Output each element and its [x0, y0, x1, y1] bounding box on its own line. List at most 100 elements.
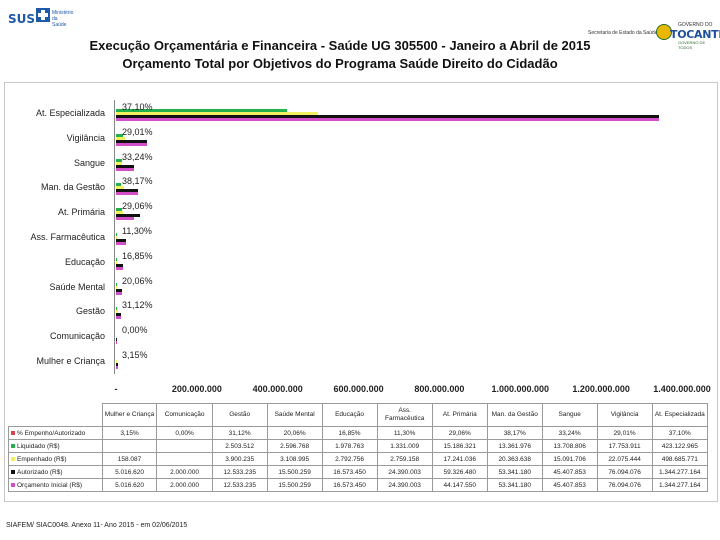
table-corner	[9, 404, 103, 427]
x-tick-label: 1.200.000.000	[572, 384, 630, 394]
table-column-header: Educação	[321, 403, 378, 427]
bar-inicial	[116, 118, 660, 121]
category-label: Sangue	[73, 157, 105, 168]
bar-inicial	[116, 341, 117, 345]
legend-label: Empenhado (R$)	[17, 455, 67, 463]
bar-inicial	[116, 167, 135, 171]
bar-liquidado	[116, 208, 123, 212]
bar-inicial	[116, 291, 123, 295]
bar-empenhado	[116, 310, 118, 314]
table-cell: 423.122.965	[651, 439, 709, 453]
table-cell: 1.344.277.164	[651, 465, 709, 479]
table-cell: 15.186.321	[431, 439, 488, 453]
table-cell	[101, 439, 158, 453]
table-row: Liquidado (R$) 2.503.512 2.596.768 1.978.76…	[8, 439, 709, 453]
table-row: % Empenho/Autorizado 3,15% 0,00% 31,12% 20,0…	[8, 426, 709, 440]
table-cell: 2.792.756	[321, 452, 378, 466]
bar-autorizado	[116, 239, 126, 242]
x-tick-label: 400.000.000	[252, 384, 303, 394]
table-cell: 24.390.003	[376, 465, 433, 479]
table-cell: 0,00%	[156, 426, 213, 440]
tocantins-gov-label: GOVERNO DO	[678, 22, 713, 28]
category-label: Gestão	[75, 306, 105, 317]
percent-label: 37,10%	[122, 102, 153, 112]
table-cell: 76.094.076	[596, 465, 653, 479]
table-cell	[156, 452, 213, 466]
table-cell: 2.596.768	[266, 439, 323, 453]
table-cell: 29,06%	[431, 426, 488, 440]
table-cell: 12.533.235	[211, 465, 268, 479]
percent-label: 11,30%	[122, 226, 152, 236]
table-cell: 17.241.036	[431, 452, 488, 466]
table-column-header: Saúde Mental	[266, 403, 323, 427]
table-column-header: Sangue	[541, 403, 598, 427]
category-label: Mulher e Criança	[36, 356, 105, 366]
category-label: At. Especializada	[35, 108, 105, 118]
table-cell: 15.500.259	[266, 465, 323, 479]
tocantins-sub-label: GOVERNO DE TODOS	[678, 40, 706, 50]
bar-empenhado	[116, 186, 125, 190]
bar-liquidado	[116, 257, 117, 261]
table-column-header: Gestão	[211, 403, 268, 427]
table-cell: 44.147.550	[431, 478, 488, 492]
table-row-header: Autorizado (R$)	[8, 465, 103, 479]
percent-label: 16,85%	[122, 250, 153, 261]
percent-label: 29,06%	[122, 201, 153, 212]
table-cell: 498.685.771	[651, 452, 709, 466]
table-header-row: Mulher e Criança Comunicação Gestão Saúde M…	[9, 403, 709, 427]
secretaria-label: Secretaria de Estado da Saúde	[588, 30, 658, 36]
legend-swatch	[11, 430, 15, 435]
sus-logo: SUS Ministério da Saúde	[4, 4, 73, 28]
bar-empenhado	[116, 285, 118, 289]
bar-autorizado	[116, 115, 660, 118]
table-cell: 2.759.158	[376, 452, 433, 466]
percent-label: 0,00%	[122, 325, 148, 336]
table-cell: 33,24%	[541, 426, 598, 440]
chart-title: Orçamento Total por Objetivos do Program…	[122, 56, 558, 71]
table-cell: 16.573.450	[321, 465, 378, 479]
legend-swatch	[11, 469, 15, 474]
legend-swatch	[11, 443, 15, 448]
table-cell: 13.708.806	[541, 439, 598, 453]
bar-autorizado	[116, 263, 123, 267]
table-column-header: Ass. Farmacêutica	[376, 403, 433, 427]
bar-empenhado	[116, 161, 123, 165]
table-cell: 1.978.763	[321, 439, 378, 453]
sus-sub-label: Ministério da Saúde	[52, 10, 74, 28]
table-cell: 53.341.180	[486, 465, 543, 479]
table-cell: 38,17%	[486, 426, 543, 440]
percent-label: 31,12%	[122, 300, 153, 311]
table-row-header: % Empenho/Autorizado	[8, 426, 103, 440]
data-table: Mulher e Criança Comunicação Gestão Saúde M…	[8, 403, 709, 492]
category-label: Vigilância	[66, 132, 105, 143]
bar-empenhado	[116, 236, 118, 239]
bar-liquidado	[116, 233, 117, 236]
table-row-header: Orçamento Inicial (R$)	[8, 478, 103, 492]
bar-inicial	[116, 217, 134, 221]
table-row: Orçamento Inicial (R$) 5.016.620 2.000.000…	[8, 478, 709, 492]
table-cell: 45.407.853	[541, 478, 598, 492]
bar-autorizado	[116, 164, 135, 168]
category-label: Man. da Gestão	[40, 182, 105, 193]
legend-label: Orçamento Inicial (R$)	[17, 481, 83, 489]
bar-empenhado	[116, 136, 125, 140]
table-column-header: At. Primária	[431, 403, 488, 427]
bar-empenhado	[116, 211, 123, 215]
table-cell: 2.000.000	[156, 478, 213, 492]
legend-label: Liquidado (R$)	[17, 442, 60, 450]
table-row-header: Liquidado (R$)	[8, 439, 103, 453]
bar-empenhado	[116, 112, 318, 115]
table-cell: 11,30%	[376, 426, 433, 440]
table-cell: 76.094.076	[596, 478, 653, 492]
tocantins-label: TOCANTINS	[670, 28, 720, 41]
table-cell: 5.016.620	[101, 465, 158, 479]
category-label: Comunicação	[49, 331, 105, 342]
table-cell: 29,01%	[596, 426, 653, 440]
bar-autorizado	[116, 189, 138, 193]
x-tick-label: 800.000.000	[414, 384, 465, 394]
bar-inicial	[116, 316, 122, 320]
table-cell: 20.363.638	[486, 452, 543, 466]
table-cell: 15.500.259	[266, 478, 323, 492]
x-tick-label: 600.000.000	[333, 384, 384, 394]
bar-inicial	[116, 192, 138, 196]
